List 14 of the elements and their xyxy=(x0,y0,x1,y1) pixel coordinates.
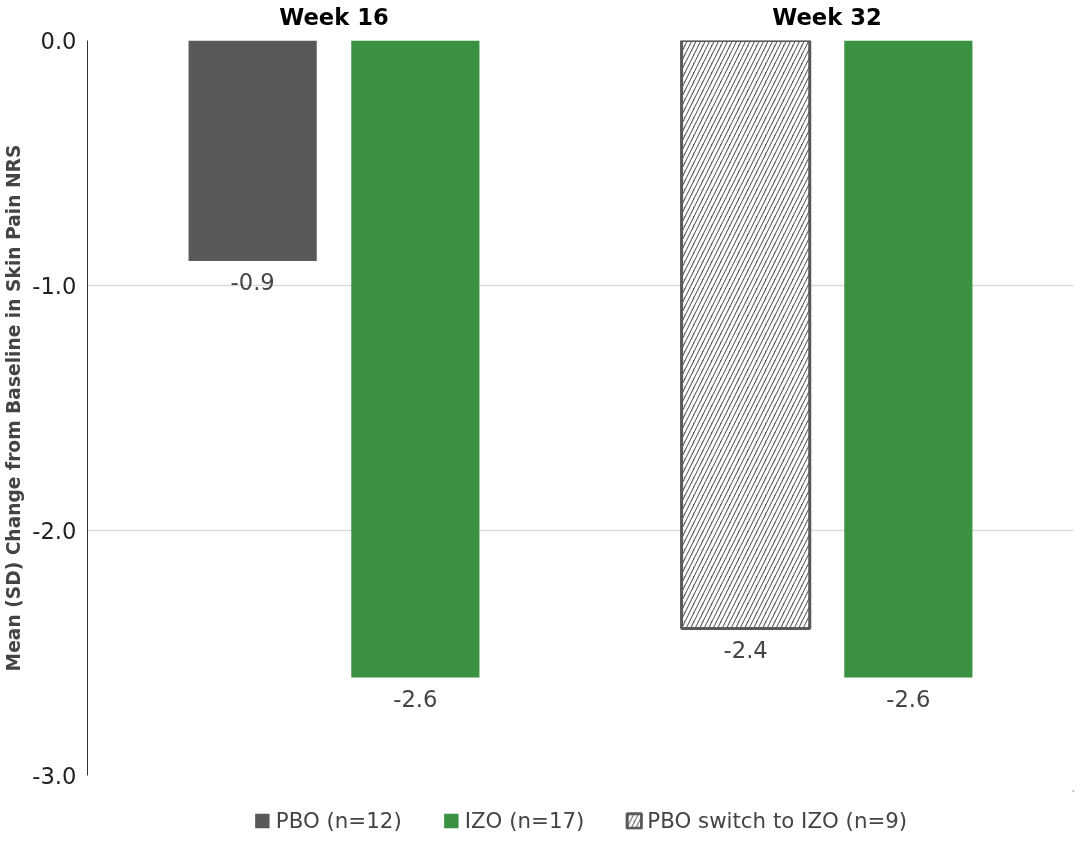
legend-label: PBO (n=12) xyxy=(275,807,402,833)
y-tick-label: -2.0 xyxy=(32,518,77,544)
data-label: -2.6 xyxy=(886,685,931,712)
y-axis-title: Mean (SD) Change from Baseline in Skin Pain NRS xyxy=(3,144,25,672)
y-tick-label: 0.0 xyxy=(40,28,77,54)
y-tick-label: -1.0 xyxy=(32,273,77,299)
x-tick-label: Week 32 xyxy=(772,3,882,30)
data-label: -2.4 xyxy=(723,636,768,663)
legend-label: IZO (n=17) xyxy=(464,807,585,833)
legend-label: PBO switch to IZO (n=9) xyxy=(647,807,908,833)
x-tick-label: Week 16 xyxy=(279,3,389,30)
y-tick-label: -3.0 xyxy=(32,763,77,789)
data-label: -0.9 xyxy=(230,269,275,295)
data-label: -2.6 xyxy=(393,685,438,712)
